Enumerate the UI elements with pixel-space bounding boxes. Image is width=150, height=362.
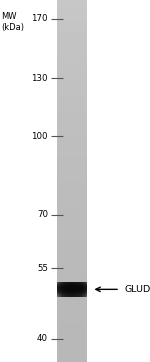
Text: 170: 170 bbox=[32, 14, 48, 23]
Text: 130: 130 bbox=[32, 73, 48, 83]
Text: 100: 100 bbox=[32, 131, 48, 140]
Text: 70: 70 bbox=[37, 210, 48, 219]
Text: 55: 55 bbox=[37, 264, 48, 273]
Text: MW
(kDa): MW (kDa) bbox=[2, 12, 24, 32]
Text: 40: 40 bbox=[37, 334, 48, 343]
Text: GLUD1+2: GLUD1+2 bbox=[124, 285, 150, 294]
